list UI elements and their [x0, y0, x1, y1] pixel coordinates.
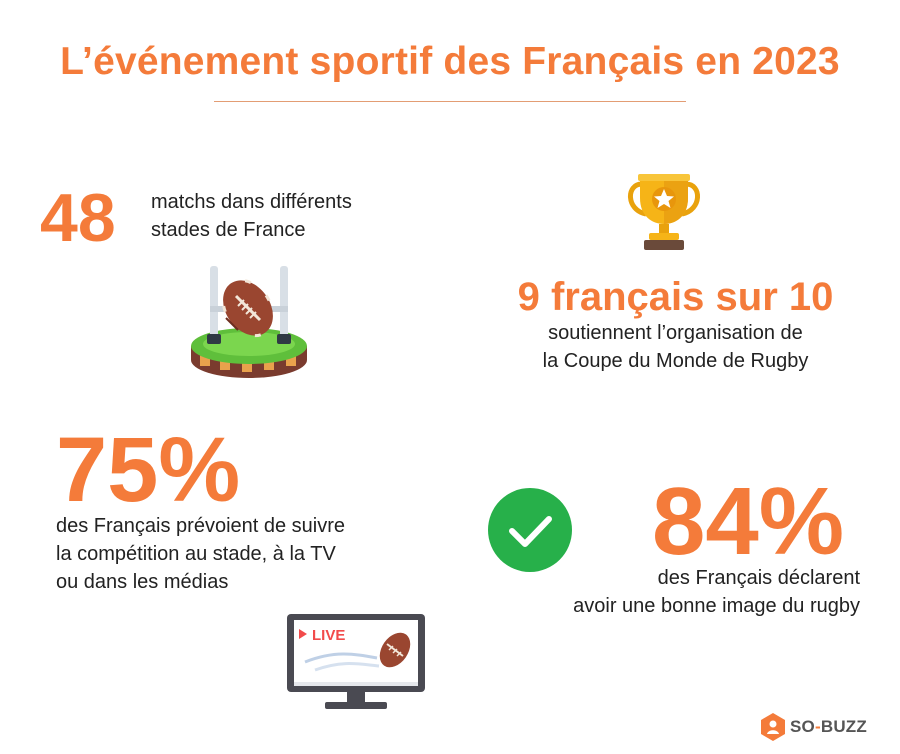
stat-support-value: 9 français sur 10 — [517, 275, 834, 319]
stat-follow-line: des Français prévoient de suivre — [56, 515, 346, 537]
stat-image-line: avoir une bonne image du rugby — [573, 595, 860, 617]
stat-matches-line: matchs dans différents — [151, 191, 352, 213]
stat-image-value: 84% — [652, 468, 845, 575]
stat-matches-value: 48 — [40, 180, 116, 256]
stat-image-text: des Français déclarent avoir une bonne i… — [470, 564, 860, 620]
tv-icon: LIVE — [287, 614, 425, 709]
brand-logo-icon — [761, 713, 785, 741]
stat-support-line: la Coupe du Monde de Rugby — [542, 350, 809, 372]
title-divider — [214, 101, 686, 102]
stat-follow-value: 75% — [56, 419, 241, 521]
brand-name-right: BUZZ — [820, 717, 867, 736]
page-title: L’événement sportif des Français en 2023 — [60, 40, 840, 83]
stat-matches-text: matchs dans différents stades de France — [151, 188, 431, 244]
brand-name-dash: - — [814, 717, 821, 736]
brand-name: SO-BUZZ — [790, 717, 867, 737]
brand-logo: SO-BUZZ — [760, 712, 867, 742]
stat-support-text: soutiennent l’organisation de la Coupe d… — [478, 319, 873, 375]
stat-follow-line: ou dans les médias — [56, 571, 229, 593]
trophy-icon — [628, 174, 700, 250]
brand-name-left: SO — [790, 717, 815, 736]
stat-follow-text: des Français prévoient de suivre la comp… — [56, 512, 436, 596]
stat-matches-line: stades de France — [151, 219, 306, 241]
stat-image-line: des Français déclarent — [657, 567, 860, 589]
rugby-field-icon — [191, 266, 307, 378]
stat-support-line: soutiennent l’organisation de — [548, 322, 803, 344]
check-icon — [488, 488, 572, 572]
stat-follow-line: la compétition au stade, à la TV — [56, 543, 336, 565]
tv-live-label: LIVE — [312, 627, 345, 644]
